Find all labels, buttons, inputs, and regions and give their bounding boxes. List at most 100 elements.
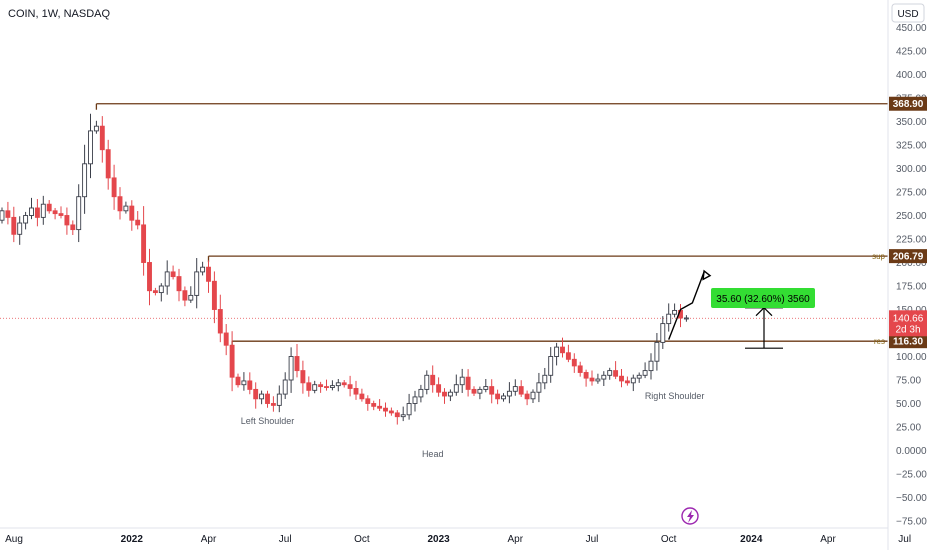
x-tick-label: Apr bbox=[508, 534, 524, 545]
candle-body bbox=[583, 372, 589, 379]
candle-body bbox=[560, 346, 565, 354]
candle-body bbox=[453, 384, 459, 393]
chart-title: COIN, 1W, NASDAQ bbox=[8, 8, 111, 20]
candle-body bbox=[259, 393, 265, 400]
candle-body bbox=[17, 222, 23, 235]
candle-body bbox=[329, 385, 335, 388]
candle-body bbox=[29, 207, 34, 216]
candle-body bbox=[512, 386, 518, 392]
y-tick-label: 350.00 bbox=[896, 117, 927, 128]
candle-body bbox=[152, 290, 158, 294]
candle-body bbox=[105, 149, 111, 179]
price-tag bbox=[889, 96, 927, 111]
candle-body bbox=[23, 215, 29, 224]
candle-body bbox=[471, 388, 477, 394]
candle-body bbox=[683, 317, 689, 320]
y-tick-label: 325.00 bbox=[896, 141, 927, 152]
candle-body bbox=[630, 377, 636, 384]
candle-body bbox=[365, 398, 371, 404]
candle-body bbox=[247, 380, 253, 390]
candle-body bbox=[654, 341, 660, 362]
candle-body bbox=[442, 391, 447, 397]
candle-body bbox=[400, 414, 406, 418]
y-axis[interactable]: −75.00 −50.00 −25.00 0.0000 25.00 50.00 75.00 1… bbox=[896, 23, 927, 528]
candle-body bbox=[253, 388, 259, 400]
y-tick-label: 25.00 bbox=[896, 423, 921, 434]
candle-body bbox=[483, 386, 489, 390]
projection-arrowhead bbox=[702, 269, 712, 281]
candle-body bbox=[147, 262, 152, 292]
y-tick-label: 75.00 bbox=[896, 376, 921, 387]
x-axis[interactable]: Aug 2022 Apr Jul Oct 2023 Apr Jul Oct 2024 Apr Jul bbox=[5, 534, 911, 545]
y-tick-label: −25.00 bbox=[896, 470, 927, 481]
y-tick-label: −75.00 bbox=[896, 517, 927, 528]
candle-body bbox=[111, 177, 117, 198]
candle-body bbox=[660, 323, 666, 343]
candle-body bbox=[5, 210, 11, 218]
candle-body bbox=[595, 378, 601, 382]
measure-label-box bbox=[711, 288, 815, 308]
price-tag-label: 116.30 bbox=[893, 337, 923, 348]
candle-body bbox=[430, 374, 436, 386]
x-tick-label: Jul bbox=[586, 534, 599, 545]
candle-body bbox=[70, 224, 76, 231]
candle-body bbox=[324, 386, 329, 389]
candle-body bbox=[288, 356, 294, 381]
y-tick-label: 175.00 bbox=[896, 282, 927, 293]
candle-body bbox=[0, 210, 5, 221]
candle-body bbox=[359, 393, 365, 400]
candle-body bbox=[117, 196, 123, 212]
candle-body bbox=[282, 379, 288, 395]
y-tick-label: 275.00 bbox=[896, 188, 927, 199]
lightning-icon[interactable] bbox=[681, 507, 699, 525]
candle-body bbox=[306, 382, 312, 391]
y-tick-label: 400.00 bbox=[896, 70, 927, 81]
candle-body bbox=[648, 360, 654, 372]
y-tick-label: 0.0000 bbox=[896, 446, 927, 457]
candle-body bbox=[241, 380, 247, 386]
x-tick-label: 2022 bbox=[121, 534, 144, 545]
candle-body bbox=[58, 213, 64, 216]
y-tick-label: 225.00 bbox=[896, 235, 927, 246]
candle-body bbox=[565, 352, 571, 360]
candle-body bbox=[64, 215, 70, 226]
measure-label: 35.60 (32.60%) 3560 bbox=[716, 294, 810, 305]
candle-body bbox=[642, 370, 648, 376]
candle-body bbox=[672, 309, 678, 315]
candle-body bbox=[341, 382, 347, 386]
candle-body bbox=[624, 380, 630, 384]
candles bbox=[0, 113, 689, 425]
pattern-label: Right Shoulder bbox=[645, 391, 705, 401]
level-side-label: res bbox=[874, 337, 885, 346]
candle-body bbox=[300, 370, 306, 384]
currency-button[interactable] bbox=[891, 3, 925, 23]
candle-body bbox=[548, 356, 554, 376]
x-tick-label: Oct bbox=[661, 534, 677, 545]
y-tick-label: 50.00 bbox=[896, 399, 921, 410]
candle-body bbox=[312, 384, 318, 391]
y-tick-label: 450.00 bbox=[896, 23, 927, 34]
x-tick-label: Apr bbox=[820, 534, 836, 545]
annotations: Left Shoulder Head Right Shoulder 35.60 (32… bbox=[241, 269, 815, 459]
pattern-label: Left Shoulder bbox=[241, 416, 295, 426]
plot-area[interactable] bbox=[0, 0, 888, 528]
y-tick-label: 250.00 bbox=[896, 211, 927, 222]
x-tick-label: 2024 bbox=[740, 534, 763, 545]
candle-body bbox=[394, 412, 400, 418]
candle-body bbox=[459, 376, 465, 386]
candle-body bbox=[52, 210, 58, 215]
x-tick-label: Apr bbox=[201, 534, 217, 545]
candle-body bbox=[135, 219, 141, 226]
y-tick-label: 200.00 bbox=[896, 258, 927, 269]
candle-body bbox=[554, 346, 560, 357]
candle-body bbox=[589, 377, 595, 382]
candle-body bbox=[46, 203, 52, 212]
x-tick-label: Jul bbox=[279, 534, 292, 545]
candle-body bbox=[93, 125, 99, 132]
current-price-tag bbox=[889, 310, 927, 337]
x-tick-label: Oct bbox=[354, 534, 370, 545]
candle-body bbox=[223, 332, 229, 346]
y-tick-label: 425.00 bbox=[896, 47, 927, 58]
